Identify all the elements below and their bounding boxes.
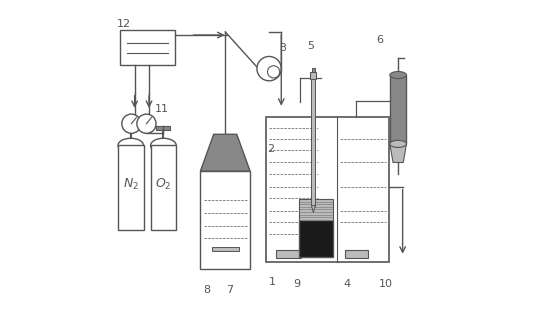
Ellipse shape [209, 247, 214, 251]
Text: 5: 5 [307, 41, 314, 51]
Ellipse shape [236, 247, 241, 251]
Ellipse shape [118, 138, 143, 153]
Text: 4: 4 [343, 279, 351, 289]
Ellipse shape [272, 250, 280, 258]
Text: 7: 7 [226, 285, 233, 295]
Text: 1: 1 [269, 277, 276, 287]
FancyBboxPatch shape [310, 72, 316, 79]
FancyBboxPatch shape [120, 30, 174, 66]
Circle shape [257, 57, 281, 81]
Text: $N_2$: $N_2$ [123, 177, 139, 192]
Ellipse shape [390, 71, 407, 78]
Ellipse shape [341, 250, 349, 258]
FancyBboxPatch shape [299, 199, 333, 220]
Ellipse shape [364, 250, 372, 258]
FancyBboxPatch shape [346, 250, 368, 258]
Text: 11: 11 [155, 104, 169, 114]
FancyBboxPatch shape [311, 79, 315, 206]
Text: 6: 6 [377, 35, 384, 45]
Text: 10: 10 [379, 279, 393, 289]
FancyBboxPatch shape [118, 145, 143, 230]
Ellipse shape [151, 138, 176, 153]
Ellipse shape [390, 141, 407, 147]
FancyBboxPatch shape [124, 126, 138, 130]
Polygon shape [201, 134, 250, 171]
Ellipse shape [297, 250, 305, 258]
Circle shape [268, 66, 280, 78]
FancyBboxPatch shape [151, 145, 176, 230]
Polygon shape [311, 205, 315, 213]
Text: $O_2$: $O_2$ [155, 177, 172, 192]
Text: 8: 8 [203, 285, 210, 295]
FancyBboxPatch shape [276, 250, 301, 258]
Circle shape [122, 114, 141, 133]
Text: 12: 12 [117, 19, 131, 29]
FancyBboxPatch shape [312, 68, 315, 72]
Text: 3: 3 [279, 43, 286, 53]
Polygon shape [390, 144, 407, 162]
FancyBboxPatch shape [390, 75, 407, 144]
FancyBboxPatch shape [156, 126, 171, 130]
FancyBboxPatch shape [266, 117, 389, 262]
Text: 9: 9 [293, 279, 300, 289]
Circle shape [137, 114, 156, 133]
Text: 2: 2 [268, 144, 274, 154]
FancyBboxPatch shape [201, 171, 250, 269]
FancyBboxPatch shape [299, 220, 333, 256]
FancyBboxPatch shape [212, 247, 239, 251]
